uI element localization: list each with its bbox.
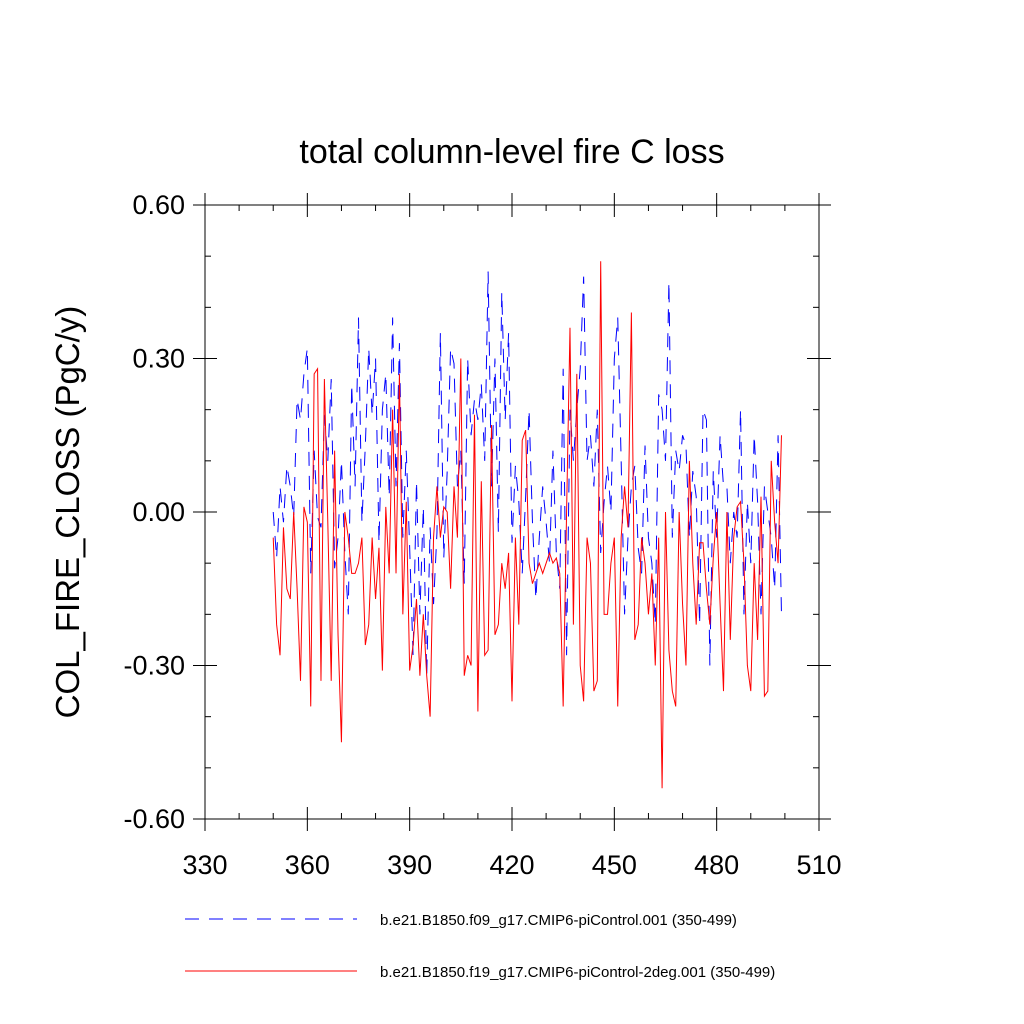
series-line-1 [272, 271, 782, 676]
legend: b.e21.B1850.f09_g17.CMIP6-piControl.001 … [185, 912, 775, 981]
y-tick-label: -0.60 [123, 804, 185, 834]
plot-frame [204, 204, 820, 820]
series-line-2 [272, 261, 782, 789]
x-tick-label: 330 [182, 850, 227, 880]
x-tick-label: 360 [285, 850, 330, 880]
series-layer [272, 261, 782, 789]
legend-label-1: b.e21.B1850.f09_g17.CMIP6-piControl.001 … [380, 912, 737, 929]
x-tick-label: 390 [387, 850, 432, 880]
y-tick-label: -0.30 [123, 651, 185, 681]
x-tick-label: 510 [796, 850, 841, 880]
y-tick-label: 0.30 [132, 344, 185, 374]
x-tick-label: 420 [489, 850, 534, 880]
y-tick-label: 0.00 [132, 497, 185, 527]
y-tick-label: 0.60 [132, 190, 185, 220]
chart-title: total column-level fire C loss [299, 133, 724, 171]
x-tick-label: 450 [592, 850, 637, 880]
legend-label-2: b.e21.B1850.f19_g17.CMIP6-piControl-2deg… [380, 964, 775, 981]
ticks-layer: 330 360 390 420 450 480 510 0.60 0.30 0.00 -0.30 -0… [123, 190, 841, 880]
x-tick-label: 480 [694, 850, 739, 880]
y-axis-label: COL_FIRE_CLOSS (PgC/y) [49, 306, 86, 719]
